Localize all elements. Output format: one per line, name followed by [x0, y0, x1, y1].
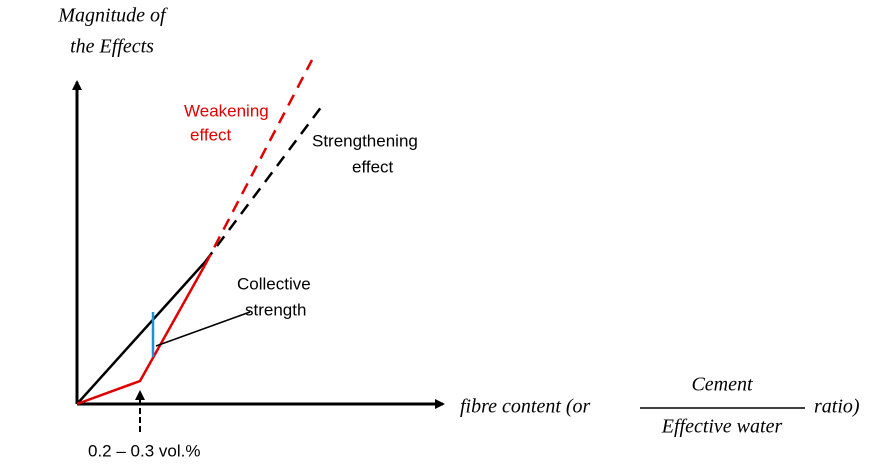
collective-label: strength	[245, 300, 306, 319]
weakening-label: effect	[190, 125, 232, 144]
x-label-numerator: Cement	[691, 374, 753, 396]
leader-line	[155, 311, 251, 347]
y-label: the Effects	[70, 36, 154, 58]
weakening-line	[76, 264, 207, 406]
strengthening-label: Strengthening	[312, 131, 418, 150]
weakening-label: Weakening	[184, 101, 269, 120]
y-label: Magnitude of	[57, 5, 168, 27]
strengthening-extension	[204, 101, 326, 263]
x-label-denominator: Effective water	[661, 416, 783, 438]
weakening-extension	[203, 59, 314, 266]
x-label: ratio)	[814, 396, 860, 418]
threshold-label: 0.2 – 0.3 vol.%	[88, 441, 200, 460]
strengthening-label: effect	[352, 157, 394, 176]
collective-label: Collective	[237, 274, 311, 293]
strengthening-line	[76, 261, 206, 405]
x-label: fibre content (or	[460, 396, 591, 418]
